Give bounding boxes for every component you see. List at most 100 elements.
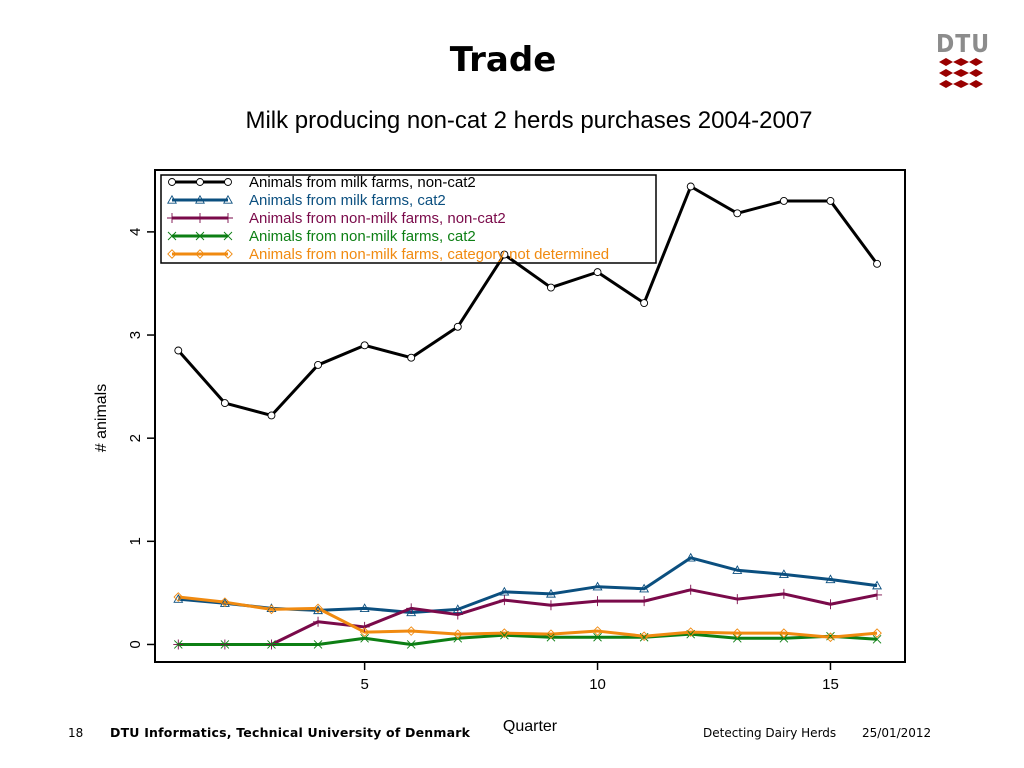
series-4-point xyxy=(732,633,742,643)
series-1-point xyxy=(360,341,369,350)
series-4-point xyxy=(406,640,416,649)
chart-title: Milk producing non-cat 2 herds purchases… xyxy=(245,107,812,134)
legend-label: Animals from non-milk farms, category no… xyxy=(249,246,609,263)
legend-marker xyxy=(195,231,205,241)
series-2-point xyxy=(499,586,510,596)
legend-marker xyxy=(195,249,205,259)
footer-date: 25/01/2012 xyxy=(862,726,932,740)
legend-box xyxy=(160,174,657,264)
series-3-point xyxy=(592,596,603,607)
series-line-4 xyxy=(178,632,878,646)
series-5-point xyxy=(220,597,230,608)
series-3-point xyxy=(732,594,743,605)
legend-marker xyxy=(167,249,177,259)
series-5-point xyxy=(499,628,510,638)
series-5-point xyxy=(359,627,370,637)
series-3-point xyxy=(499,595,510,606)
series-2-point xyxy=(545,588,556,598)
logo-wave-icon xyxy=(939,58,983,88)
legend-marker xyxy=(224,178,232,186)
series-1-point xyxy=(686,182,695,191)
dtu-logo: DTU xyxy=(936,30,989,92)
series-3-point xyxy=(685,584,696,595)
series-3-point xyxy=(778,588,789,599)
legend-label: Animals from non-milk farms, cat2 xyxy=(249,228,476,245)
series-2-point xyxy=(639,583,650,593)
series-1-point xyxy=(267,411,276,420)
series-5-point xyxy=(592,626,603,636)
series-1-point xyxy=(407,353,416,362)
x-axis-label: Quarter xyxy=(503,718,558,735)
series-4-point xyxy=(872,634,882,644)
series-5-point xyxy=(779,628,789,638)
plot-frame xyxy=(154,169,906,663)
legend-marker xyxy=(168,178,176,186)
series-4-point xyxy=(779,633,789,643)
series-1-point xyxy=(500,250,509,259)
legend-marker xyxy=(167,231,177,241)
footer-organization: DTU Informatics, Technical University of… xyxy=(110,725,471,740)
legend-marker xyxy=(223,231,233,241)
series-1-point xyxy=(174,346,183,355)
series-1-point xyxy=(593,268,602,277)
y-axis-label: # animals xyxy=(93,384,110,452)
series-2-point xyxy=(359,603,370,613)
series-2-point xyxy=(778,569,789,578)
series-1-point xyxy=(733,209,742,218)
series-3-point xyxy=(639,596,650,607)
series-4-point xyxy=(313,640,323,649)
series-4-point xyxy=(500,630,509,640)
series-5-point xyxy=(173,592,184,602)
slide-title: Trade xyxy=(449,40,557,80)
series-5-point xyxy=(639,631,649,642)
x-tick-label: 5 xyxy=(360,676,368,693)
series-4-point xyxy=(173,640,183,649)
y-tick-label: 1 xyxy=(127,537,144,545)
legend-marker xyxy=(195,213,205,223)
series-2-point xyxy=(825,574,836,584)
series-1-point xyxy=(453,322,462,331)
series-1-point xyxy=(779,196,788,205)
series-2-point xyxy=(872,580,883,590)
series-4-point xyxy=(360,633,369,643)
page-number: 18 xyxy=(68,726,84,740)
series-1-point xyxy=(547,283,555,292)
series-1-point xyxy=(314,360,322,369)
series-line-2 xyxy=(178,556,878,614)
x-tick-label: 15 xyxy=(822,676,839,693)
series-1-point xyxy=(873,259,881,268)
legend-marker xyxy=(223,194,233,204)
series-3-point xyxy=(545,600,556,611)
y-tick-label: 0 xyxy=(127,640,144,648)
series-3-point xyxy=(406,603,417,614)
y-tick-label: 2 xyxy=(127,434,144,442)
footer-talk-title: Detecting Dairy Herds xyxy=(703,726,837,740)
legend-marker xyxy=(196,178,204,186)
series-5-point xyxy=(313,603,323,614)
legend-label: Animals from milk farms, cat2 xyxy=(249,192,446,209)
series-1-point xyxy=(640,299,649,308)
series-5-point xyxy=(266,604,277,615)
series-3-point xyxy=(872,589,883,600)
y-tick-label: 3 xyxy=(127,331,144,339)
series-2-point xyxy=(685,552,696,562)
legend-marker xyxy=(167,213,177,223)
series-3-point xyxy=(825,599,836,610)
series-1-point xyxy=(826,196,835,205)
series-3-point xyxy=(313,616,324,627)
series-2-point xyxy=(406,607,417,617)
series-2-point xyxy=(592,581,603,591)
series-3-point xyxy=(452,609,463,620)
series-5-point xyxy=(685,627,696,637)
series-5-point xyxy=(452,629,463,639)
legend-marker xyxy=(223,213,233,223)
series-4-point xyxy=(220,640,230,649)
series-4-point xyxy=(267,640,276,649)
series-4-point xyxy=(686,629,696,639)
series-1-point xyxy=(220,399,229,408)
series-5-point xyxy=(406,626,417,636)
series-4-point xyxy=(593,632,602,642)
legend-label: Animals from non-milk farms, non-cat2 xyxy=(249,210,506,227)
y-tick-label: 4 xyxy=(127,228,144,236)
